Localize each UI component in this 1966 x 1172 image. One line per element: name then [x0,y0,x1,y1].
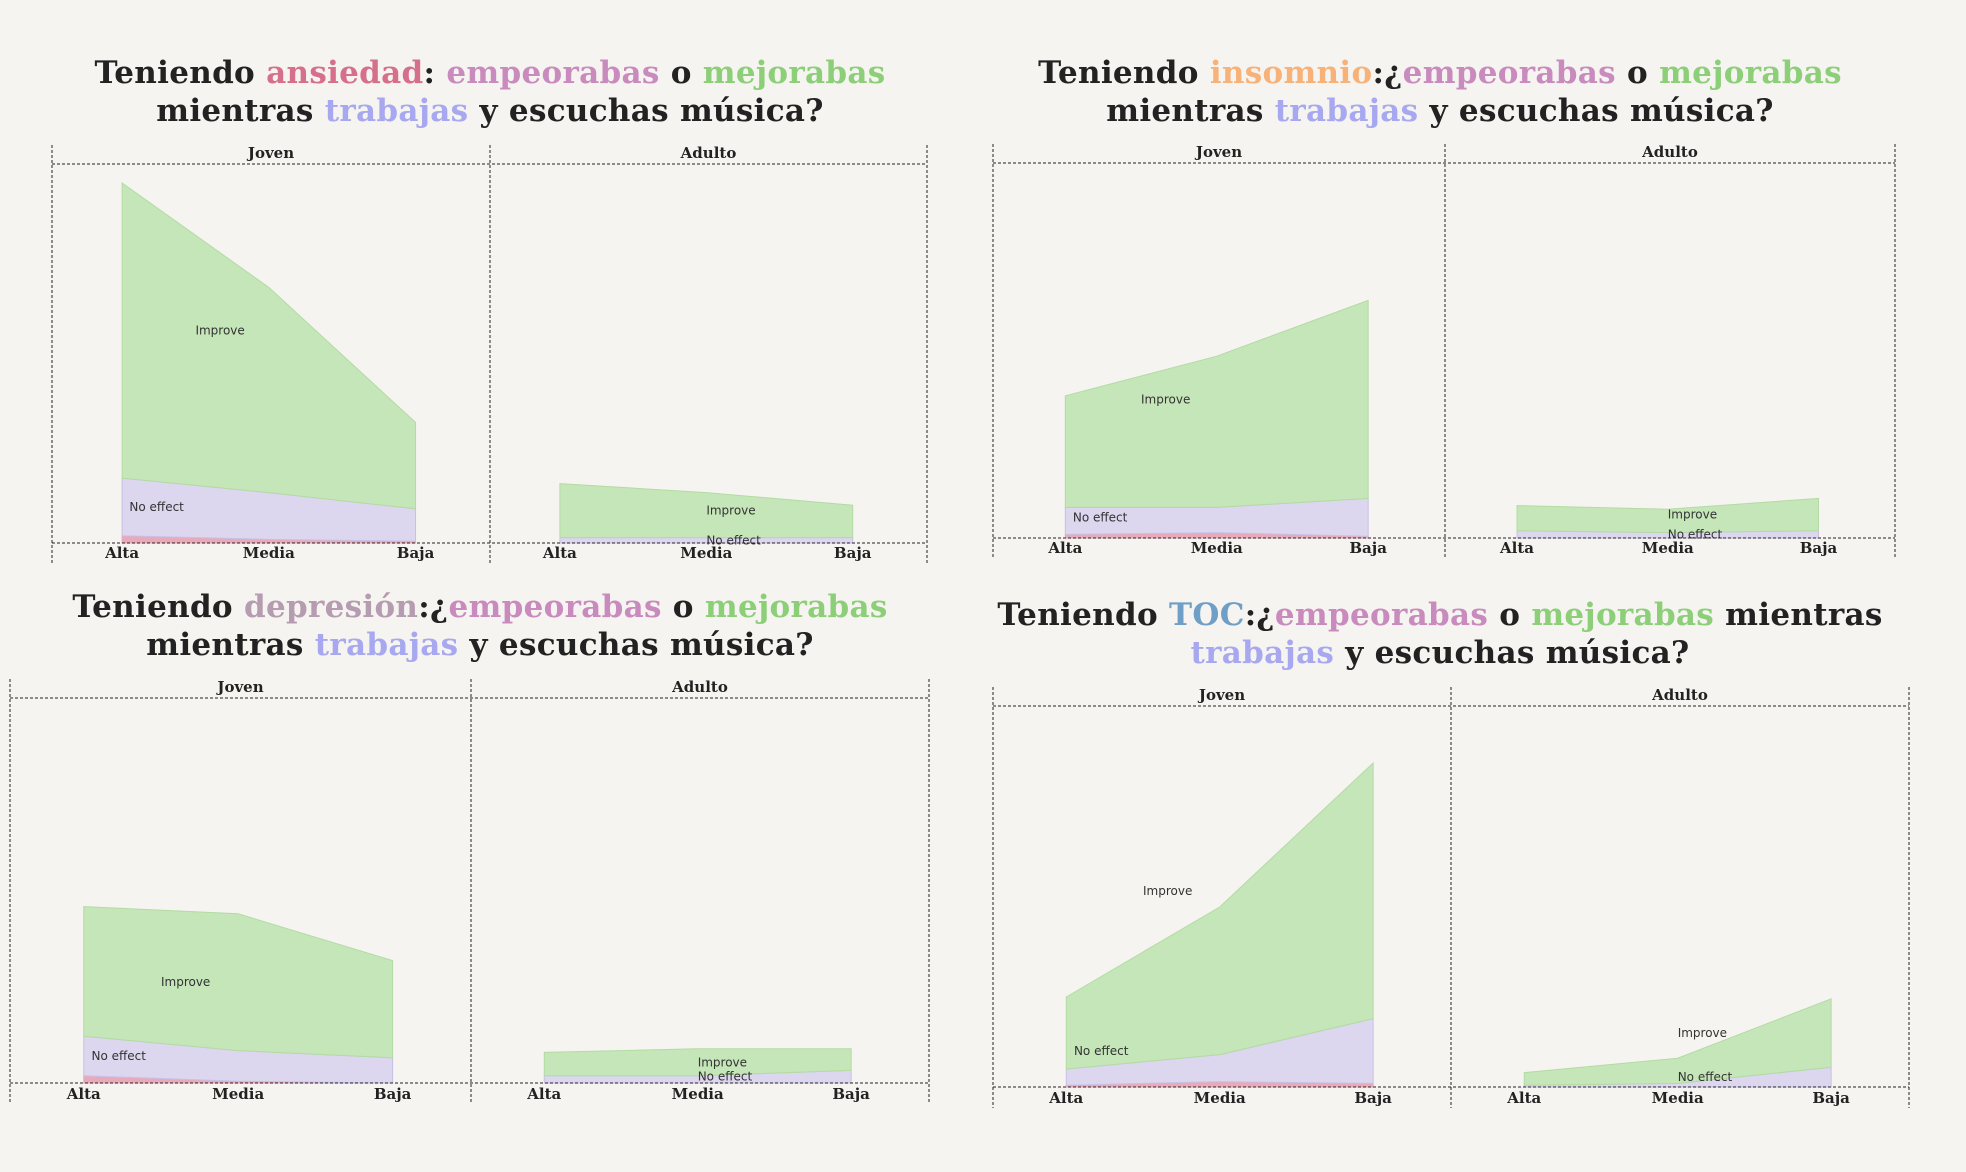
tick-label-media: Media [1652,1089,1704,1107]
title-segment: trabajas [1274,93,1419,129]
area-improve-joven [1065,761,1374,1070]
area-improve-adulto [1516,497,1819,534]
title-segment: : [423,55,447,91]
area-label-improve: Improve [195,324,244,338]
title-segment: trabajas [1190,635,1335,671]
title-segment: insomnio [1209,55,1373,91]
title-segment: mientras [1106,93,1275,129]
title-segment: TOC [1169,597,1245,633]
title-segment: mejorabas [1659,55,1842,91]
title-segment: depresión [243,589,419,625]
tick-label-baja: Baja [1812,1089,1850,1107]
area-label-improve: Improve [1143,884,1192,898]
panel-label-joven: Joven [1194,143,1242,161]
title-segment: o [1615,55,1660,91]
area-label-improve: Improve [698,1055,747,1069]
title-segment: empeorabas [448,589,662,625]
title-segment: Teniendo [94,55,267,91]
tick-label-media: Media [243,544,295,562]
area-improve-adulto [543,1048,852,1077]
title-segment: y escuchas música? [458,627,814,663]
chart-title-depresion: Teniendo depresión:¿empeorabas o mejorab… [40,588,920,664]
tick-label-media: Media [680,544,732,562]
panel-label-adulto: Adulto [671,678,728,696]
title-segment: Teniendo [997,597,1170,633]
tick-label-baja: Baja [832,1085,870,1103]
area-label-improve: Improve [706,504,755,518]
panel-label-joven: Joven [246,144,294,162]
title-segment: ansiedad [266,55,424,91]
tick-label-baja: Baja [374,1085,412,1103]
title-segment: :¿ [418,589,449,625]
panel-label-adulto: Adulto [1641,143,1698,161]
title-segment: mientras [146,627,315,663]
title-segment: o [659,55,703,91]
title-segment: trabajas [314,627,459,663]
tick-label-media: Media [1642,539,1694,557]
area-label-no-effect: No effect [706,533,761,547]
tick-label-alta: Alta [542,544,577,562]
tick-label-alta: Alta [104,544,139,562]
tick-label-baja: Baja [1354,1089,1392,1107]
title-segment: o [661,589,705,625]
tick-label-alta: Alta [1047,539,1082,557]
chart-title-toc: Teniendo TOC:¿empeorabas o mejorabas mie… [990,596,1890,672]
tick-label-media: Media [1194,1089,1246,1107]
tick-label-baja: Baja [1349,539,1387,557]
area-improve-adulto [1523,998,1832,1086]
tick-label-alta: Alta [1048,1089,1083,1107]
tick-label-media: Media [1191,539,1243,557]
area-label-no-effect: No effect [1678,1070,1733,1084]
title-segment: empeorabas [1402,55,1616,91]
tick-label-alta: Alta [1499,539,1534,557]
tick-label-baja: Baja [1800,539,1838,557]
chart-title-insomnio: Teniendo insomnio:¿empeorabas o mejoraba… [990,54,1890,130]
area-improve-joven [83,906,394,1059]
chart-title-ansiedad: Teniendo ansiedad: empeorabas o mejoraba… [80,54,900,130]
panel-label-joven: Joven [215,678,263,696]
title-segment: empeorabas [446,55,660,91]
area-label-no-effect: No effect [1073,510,1128,524]
area-label-no-effect: No effect [91,1049,146,1063]
title-segment: :¿ [1372,55,1403,91]
title-segment: :¿ [1244,597,1275,633]
area-improve-adulto [559,483,854,539]
area-label-improve: Improve [1141,392,1190,406]
tick-label-baja: Baja [834,544,872,562]
title-segment: Teniendo [72,589,244,625]
title-segment: trabajas [324,93,469,129]
title-segment: y escuchas música? [1334,635,1690,671]
area-label-improve: Improve [161,975,210,989]
tick-label-alta: Alta [66,1085,101,1103]
title-segment: mientras [1714,597,1883,633]
tick-label-media: Media [212,1085,264,1103]
tick-label-alta: Alta [1506,1089,1541,1107]
panel-label-adulto: Adulto [1651,686,1708,704]
tick-label-alta: Alta [526,1085,561,1103]
title-segment: Teniendo [1038,55,1210,91]
title-segment: mejorabas [704,589,888,625]
title-segment: mientras [156,93,325,129]
area-label-no-effect: No effect [1074,1044,1129,1058]
title-segment: mejorabas [702,55,886,91]
title-segment: empeorabas [1274,597,1489,633]
area-label-no-effect: No effect [129,500,184,514]
area-label-improve: Improve [1678,1026,1727,1040]
area-label-improve: Improve [1668,508,1717,522]
title-segment: o [1488,597,1532,633]
title-segment: y escuchas música? [1418,93,1774,129]
tick-label-baja: Baja [397,544,435,562]
title-segment: mejorabas [1531,597,1715,633]
area-improve-joven [121,182,417,510]
title-segment: y escuchas música? [468,93,824,129]
area-improve-joven [1064,299,1369,508]
panel-label-joven: Joven [1197,686,1245,704]
panel-label-adulto: Adulto [680,144,737,162]
tick-label-media: Media [672,1085,724,1103]
area-label-no-effect: No effect [698,1070,753,1084]
